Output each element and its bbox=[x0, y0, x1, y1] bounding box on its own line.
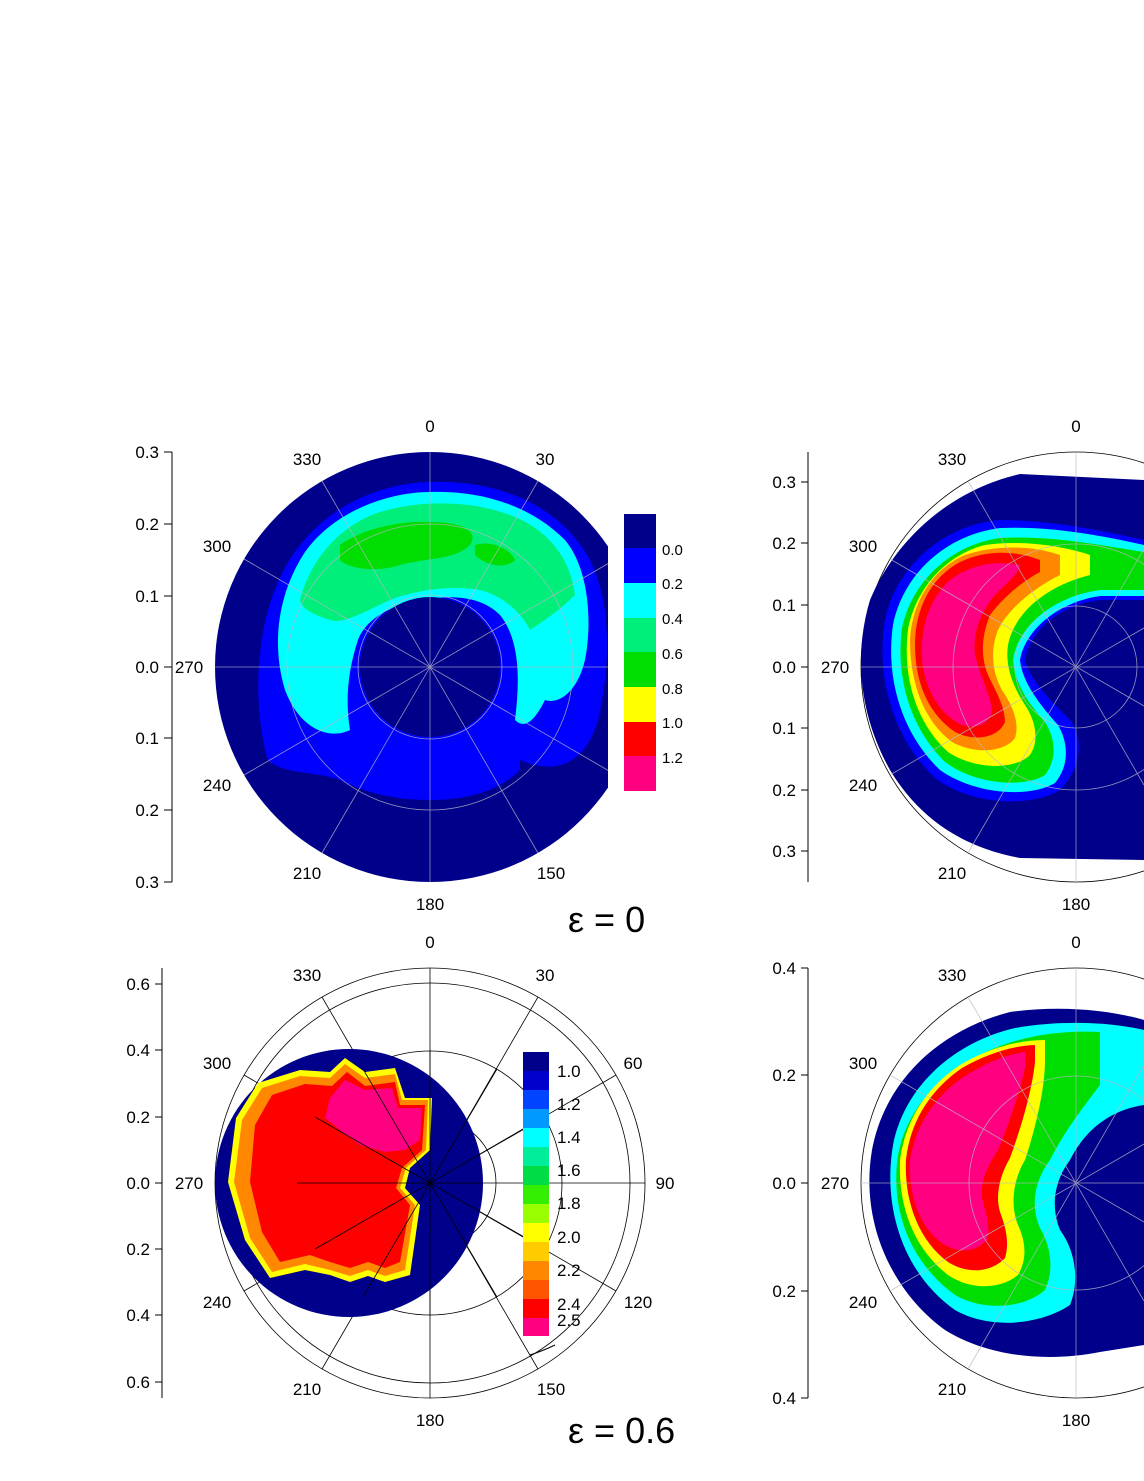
angle-label: 150 bbox=[537, 1380, 565, 1399]
radial-tick-label: 0.3 bbox=[772, 473, 796, 492]
angle-label: 180 bbox=[1062, 895, 1090, 914]
radial-tick-label: 0.4 bbox=[772, 1389, 796, 1408]
panel-caption: ε = 0 bbox=[568, 899, 645, 940]
polar-grid bbox=[861, 452, 1144, 882]
colorbar bbox=[624, 514, 656, 791]
radial-tick-label: 0.2 bbox=[126, 1240, 150, 1259]
panel-bottom-left: 0.6 0.4 0.2 0.0 0.2 0.4 0.6 bbox=[126, 933, 675, 1451]
angle-label: 210 bbox=[293, 864, 321, 883]
radial-tick-label: 0.1 bbox=[135, 729, 159, 748]
angle-label: 240 bbox=[203, 776, 231, 795]
angle-label: 270 bbox=[175, 658, 203, 677]
radial-axis bbox=[801, 967, 809, 1399]
outer-scale-arc bbox=[529, 1344, 556, 1356]
colorbar-label: 1.4 bbox=[557, 1128, 581, 1147]
contour-level-0.8 bbox=[340, 521, 515, 570]
angle-label: 0 bbox=[425, 417, 434, 436]
colorbar-label: 2.5 bbox=[557, 1311, 581, 1330]
angle-label: 30 bbox=[536, 966, 555, 985]
polar-grid bbox=[215, 452, 608, 882]
colorbar bbox=[523, 1052, 549, 1336]
angle-label: 330 bbox=[293, 450, 321, 469]
angle-label: 330 bbox=[938, 966, 966, 985]
radial-tick-label: 0.0 bbox=[126, 1174, 150, 1193]
radial-axis bbox=[801, 452, 809, 882]
radial-tick-label: 0.0 bbox=[135, 658, 159, 677]
angle-label: 150 bbox=[537, 864, 565, 883]
colorbar-label: 0.6 bbox=[662, 646, 683, 663]
angle-label: 330 bbox=[938, 450, 966, 469]
radial-axis bbox=[155, 968, 163, 1398]
colorbar-label: 0.4 bbox=[662, 611, 683, 628]
panel-bottom-right: 0.4 0.2 0.0 0.2 0.4 0 180 210 240 270 30… bbox=[772, 933, 1144, 1430]
radial-tick-label: 0.2 bbox=[126, 1108, 150, 1127]
angle-label: 270 bbox=[821, 1174, 849, 1193]
contour-level-2.5 bbox=[325, 1080, 422, 1152]
angle-label: 180 bbox=[1062, 1411, 1090, 1430]
radial-tick-label: 0.3 bbox=[772, 842, 796, 861]
angle-label: 300 bbox=[849, 1054, 877, 1073]
angle-label: 0 bbox=[1071, 417, 1080, 436]
angle-label: 120 bbox=[624, 1293, 652, 1312]
radial-tick-label: 0.2 bbox=[772, 781, 796, 800]
radial-tick-label: 0.0 bbox=[772, 658, 796, 677]
colorbar-label: 0.8 bbox=[662, 681, 683, 698]
angle-label: 30 bbox=[536, 450, 555, 469]
panel-caption: ε = 0.6 bbox=[568, 1410, 675, 1451]
colorbar-label: 1.0 bbox=[557, 1062, 581, 1081]
contour-level-max bbox=[909, 1052, 1025, 1251]
contour-level-max bbox=[921, 563, 1020, 727]
radial-tick-label: 0.2 bbox=[135, 515, 159, 534]
angle-label: 240 bbox=[849, 1293, 877, 1312]
radial-axis bbox=[164, 451, 173, 883]
colorbar-label: 0.2 bbox=[662, 576, 683, 593]
colorbar-label: 2.4 bbox=[557, 1295, 581, 1314]
angle-label: 240 bbox=[203, 1293, 231, 1312]
colorbar-label: 0.0 bbox=[662, 542, 683, 559]
angle-label: 330 bbox=[293, 966, 321, 985]
angle-label: 270 bbox=[175, 1174, 203, 1193]
angle-label: 300 bbox=[849, 537, 877, 556]
radial-tick-label: 0.4 bbox=[126, 1306, 150, 1325]
radial-tick-label: 0.4 bbox=[772, 959, 796, 978]
angle-label: 210 bbox=[938, 864, 966, 883]
radial-tick-label: 0.6 bbox=[126, 975, 150, 994]
angle-label: 90 bbox=[656, 1174, 675, 1193]
angle-label: 60 bbox=[624, 1054, 643, 1073]
colorbar-label: 1.8 bbox=[557, 1194, 581, 1213]
radial-tick-label: 0.3 bbox=[135, 443, 159, 462]
angle-label: 210 bbox=[293, 1380, 321, 1399]
panel-top-left: 0.3 0.2 0.1 0.0 0.1 0.2 0.3 bbox=[135, 417, 683, 940]
radial-tick-label: 0.4 bbox=[126, 1041, 150, 1060]
angle-label: 180 bbox=[416, 1411, 444, 1430]
radial-tick-label: 0.0 bbox=[772, 1174, 796, 1193]
panel-top-right: 0.3 0.2 0.1 0.0 0.1 0.2 0.3 0 180 210 24… bbox=[772, 417, 1144, 914]
colorbar-label: 1.6 bbox=[557, 1161, 581, 1180]
radial-tick-label: 0.3 bbox=[135, 873, 159, 892]
colorbar-label: 1.2 bbox=[557, 1095, 581, 1114]
radial-tick-label: 0.2 bbox=[772, 1066, 796, 1085]
angle-label: 270 bbox=[821, 658, 849, 677]
radial-tick-label: 0.2 bbox=[135, 801, 159, 820]
radial-tick-label: 0.2 bbox=[772, 1282, 796, 1301]
angle-label: 0 bbox=[425, 933, 434, 952]
radial-tick-label: 0.6 bbox=[126, 1373, 150, 1392]
colorbar-label: 1.2 bbox=[662, 750, 683, 767]
radial-tick-label: 0.1 bbox=[772, 596, 796, 615]
polar-grid bbox=[861, 968, 1144, 1398]
angle-label: 0 bbox=[1071, 933, 1080, 952]
angle-label: 240 bbox=[849, 776, 877, 795]
angle-label: 180 bbox=[416, 895, 444, 914]
colorbar-label: 2.2 bbox=[557, 1261, 581, 1280]
colorbar-label: 1.0 bbox=[662, 715, 683, 732]
angle-label: 300 bbox=[203, 1054, 231, 1073]
colorbar-label: 2.0 bbox=[557, 1228, 581, 1247]
polar-grid-overlay bbox=[297, 1050, 546, 1316]
radial-tick-label: 0.1 bbox=[135, 587, 159, 606]
radial-tick-label: 0.2 bbox=[772, 534, 796, 553]
radial-tick-label: 0.1 bbox=[772, 719, 796, 738]
angle-label: 300 bbox=[203, 537, 231, 556]
angle-label: 210 bbox=[938, 1380, 966, 1399]
